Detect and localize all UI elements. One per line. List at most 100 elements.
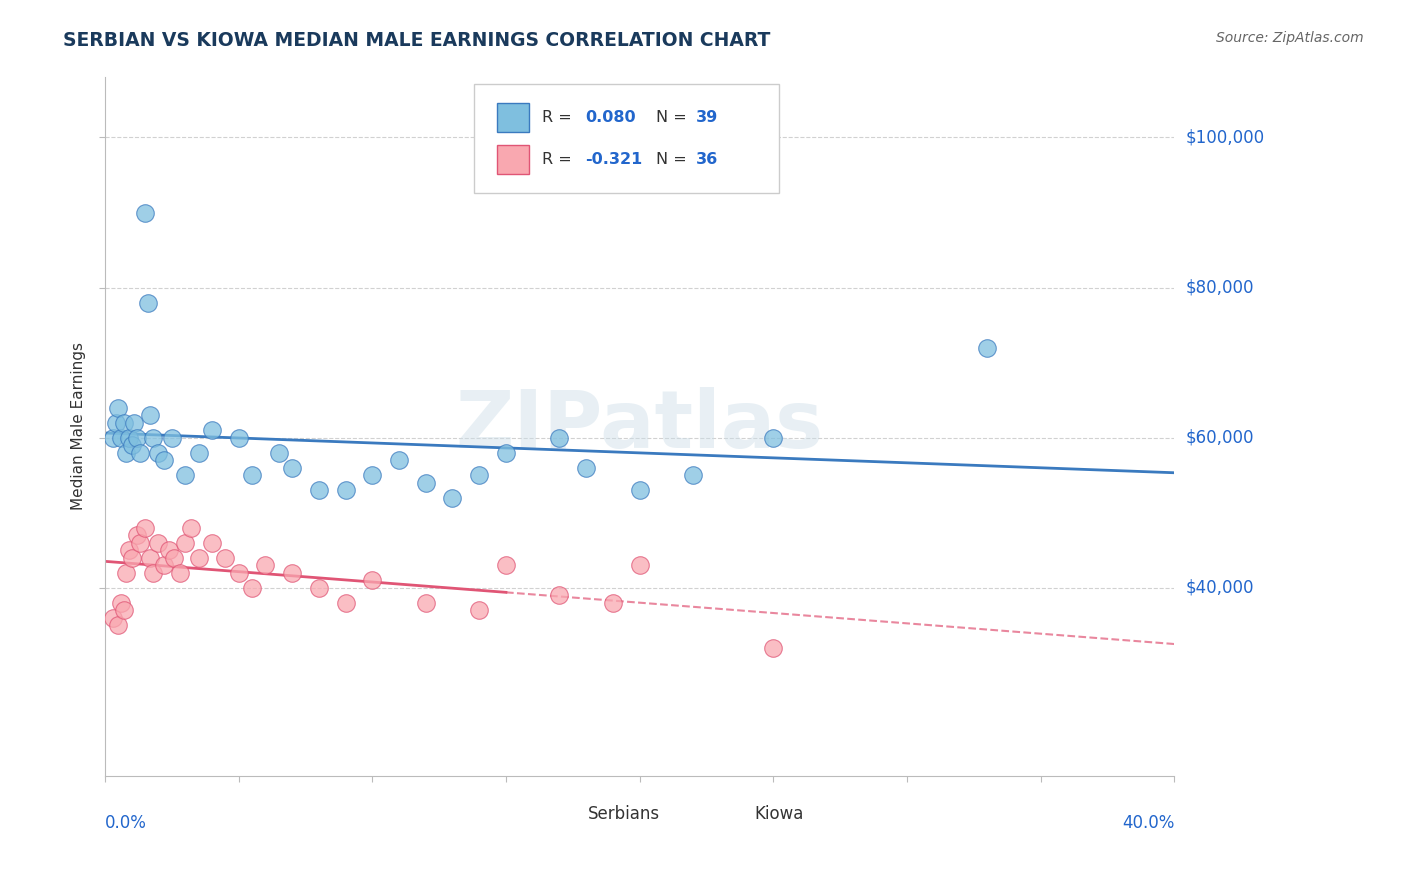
- Point: [139, 550, 162, 565]
- Point: [101, 611, 124, 625]
- Point: [110, 596, 132, 610]
- Point: [142, 431, 165, 445]
- Point: [214, 550, 236, 565]
- Point: [136, 295, 159, 310]
- Point: [281, 460, 304, 475]
- Text: Kiowa: Kiowa: [754, 805, 803, 823]
- Point: [180, 521, 202, 535]
- Point: [134, 205, 156, 219]
- Y-axis label: Median Male Earnings: Median Male Earnings: [72, 343, 86, 510]
- Point: [495, 558, 517, 573]
- Point: [335, 596, 357, 610]
- Point: [308, 483, 330, 498]
- Text: Source: ZipAtlas.com: Source: ZipAtlas.com: [1216, 31, 1364, 45]
- Point: [174, 536, 197, 550]
- Point: [125, 528, 148, 542]
- Point: [148, 446, 170, 460]
- Text: $60,000: $60,000: [1185, 429, 1254, 447]
- FancyBboxPatch shape: [709, 800, 741, 828]
- Text: 36: 36: [696, 152, 718, 167]
- Point: [118, 431, 141, 445]
- Point: [110, 431, 132, 445]
- Text: N =: N =: [655, 152, 692, 167]
- FancyBboxPatch shape: [543, 800, 575, 828]
- Point: [575, 460, 598, 475]
- Point: [228, 566, 250, 580]
- Point: [240, 468, 263, 483]
- Text: R =: R =: [543, 152, 578, 167]
- Text: 0.080: 0.080: [585, 111, 636, 125]
- Point: [548, 588, 571, 602]
- Point: [169, 566, 191, 580]
- Point: [468, 603, 491, 617]
- Point: [128, 536, 150, 550]
- Point: [125, 431, 148, 445]
- Point: [101, 431, 124, 445]
- Point: [335, 483, 357, 498]
- Point: [115, 566, 138, 580]
- Point: [388, 453, 411, 467]
- Point: [548, 431, 571, 445]
- Point: [142, 566, 165, 580]
- Point: [602, 596, 624, 610]
- Point: [157, 543, 180, 558]
- Point: [201, 536, 224, 550]
- Point: [134, 521, 156, 535]
- Point: [128, 446, 150, 460]
- Point: [762, 431, 785, 445]
- Point: [160, 431, 183, 445]
- FancyBboxPatch shape: [498, 103, 530, 132]
- Point: [107, 401, 129, 415]
- Point: [495, 446, 517, 460]
- Text: -0.321: -0.321: [585, 152, 643, 167]
- Text: $100,000: $100,000: [1185, 128, 1264, 146]
- Point: [628, 483, 651, 498]
- Point: [976, 341, 998, 355]
- Text: 39: 39: [696, 111, 718, 125]
- Text: $80,000: $80,000: [1185, 278, 1254, 297]
- Point: [361, 468, 384, 483]
- Point: [187, 550, 209, 565]
- Point: [121, 438, 143, 452]
- Point: [112, 416, 135, 430]
- Point: [124, 416, 146, 430]
- Text: SERBIAN VS KIOWA MEDIAN MALE EARNINGS CORRELATION CHART: SERBIAN VS KIOWA MEDIAN MALE EARNINGS CO…: [63, 31, 770, 50]
- Point: [201, 423, 224, 437]
- Point: [228, 431, 250, 445]
- Point: [281, 566, 304, 580]
- Text: 0.0%: 0.0%: [105, 814, 146, 832]
- Point: [240, 581, 263, 595]
- Point: [104, 416, 127, 430]
- Point: [187, 446, 209, 460]
- Text: Serbians: Serbians: [588, 805, 661, 823]
- Point: [121, 550, 143, 565]
- Point: [415, 475, 437, 490]
- Point: [174, 468, 197, 483]
- Point: [112, 603, 135, 617]
- Point: [441, 491, 464, 505]
- Point: [361, 574, 384, 588]
- Point: [107, 618, 129, 632]
- Point: [148, 536, 170, 550]
- FancyBboxPatch shape: [474, 85, 779, 193]
- Point: [152, 453, 174, 467]
- Point: [415, 596, 437, 610]
- FancyBboxPatch shape: [498, 145, 530, 174]
- Point: [254, 558, 277, 573]
- Point: [152, 558, 174, 573]
- Text: R =: R =: [543, 111, 578, 125]
- Text: ZIPatlas: ZIPatlas: [456, 387, 824, 466]
- Point: [308, 581, 330, 595]
- Point: [682, 468, 704, 483]
- Point: [628, 558, 651, 573]
- Point: [762, 640, 785, 655]
- Point: [163, 550, 186, 565]
- Point: [118, 543, 141, 558]
- Point: [139, 408, 162, 422]
- Text: N =: N =: [655, 111, 692, 125]
- Point: [267, 446, 290, 460]
- Point: [468, 468, 491, 483]
- Point: [115, 446, 138, 460]
- Text: $40,000: $40,000: [1185, 579, 1254, 597]
- Text: 40.0%: 40.0%: [1122, 814, 1174, 832]
